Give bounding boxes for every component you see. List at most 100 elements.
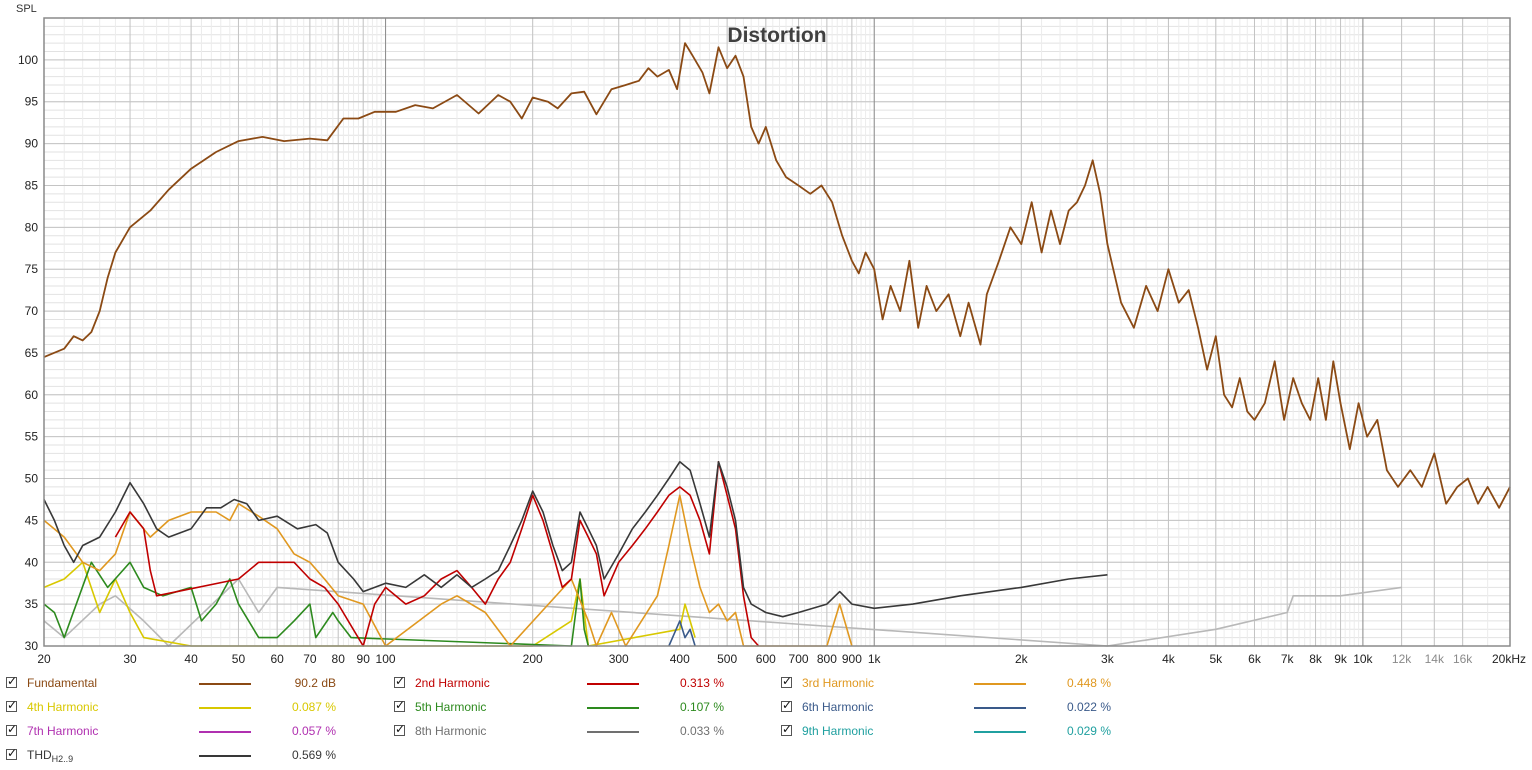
x-tick-label: 60 (270, 652, 284, 666)
legend-label: THDH2..9 (27, 748, 74, 764)
plot-border (43, 17, 1511, 647)
legend-label: 9th Harmonic (802, 724, 874, 738)
x-tick-label: 6k (1248, 652, 1262, 666)
legend-value: 0.313 % (679, 676, 724, 690)
x-tick-label: 500 (717, 652, 737, 666)
legend-swatch (587, 683, 639, 685)
legend-item: 4th Harmonic 0.087 % (6, 696, 346, 716)
legend-label: 8th Harmonic (415, 724, 487, 738)
legend-checkbox[interactable] (394, 674, 405, 688)
legend-item: THDH2..9 0.569 % (6, 744, 346, 764)
distortion-chart: 20 30 40 50 60 70 80 90 100 200 300 400 500 600 700 800… (16, 3, 1526, 666)
legend-label-subscript: H2..9 (51, 754, 74, 764)
y-tick-label: 30 (25, 639, 39, 653)
legend-swatch (587, 731, 639, 733)
series-line-5th-harmonic (43, 561, 590, 647)
x-tick-label: 600 (756, 652, 776, 666)
chart-title: Distortion (727, 24, 826, 47)
series-line-thd (43, 461, 1108, 618)
legend-checkbox[interactable] (6, 722, 17, 736)
y-tick-label: 50 (25, 472, 39, 486)
legend-label: Fundamental (27, 676, 98, 690)
x-tick-label: 200 (523, 652, 543, 666)
legend-swatch (199, 683, 251, 685)
legend-label: 3rd Harmonic (802, 676, 875, 690)
legend-value: 0.087 % (291, 700, 336, 714)
legend-swatch (974, 731, 1026, 733)
y-tick-label: 35 (25, 597, 39, 611)
x-tick-label: 12k (1392, 652, 1412, 666)
legend-value: 0.033 % (679, 724, 724, 738)
x-tick-label: 300 (609, 652, 629, 666)
legend-item: 6th Harmonic 0.022 % (781, 696, 1121, 716)
series-line-3rd-harmonic (43, 494, 853, 647)
legend-checkbox[interactable] (6, 674, 17, 688)
y-axis-label: SPL (16, 3, 37, 15)
legend-swatch (974, 683, 1026, 685)
legend: Fundamental 90.2 dB 2nd Harmonic 0.313 % 3rd… (0, 672, 1532, 770)
x-tick-label: 8k (1309, 652, 1323, 666)
x-tick-label: 90 (357, 652, 371, 666)
x-tick-label: 3k (1101, 652, 1115, 666)
legend-value: 0.057 % (291, 724, 336, 738)
legend-value: 0.029 % (1066, 724, 1111, 738)
legend-swatch (587, 707, 639, 709)
x-tick-label: 5k (1209, 652, 1223, 666)
y-tick-label: 75 (25, 262, 39, 276)
legend-item: 3rd Harmonic 0.448 % (781, 672, 1121, 692)
y-tick-label: 70 (25, 304, 39, 318)
legend-swatch (199, 755, 251, 757)
x-tick-label: 400 (670, 652, 690, 666)
series-line-6th-harmonic (668, 620, 696, 647)
y-tick-label: 65 (25, 346, 39, 360)
legend-swatch (199, 731, 251, 733)
series-line-fundamental (43, 42, 1511, 509)
y-tick-label: 80 (25, 220, 39, 234)
x-tick-label: 16k (1453, 652, 1473, 666)
plot-area (44, 18, 1510, 646)
x-tick-label: 1k (868, 652, 882, 666)
legend-checkbox[interactable] (394, 722, 405, 736)
x-tick-label: 50 (232, 652, 246, 666)
y-tick-label: 85 (25, 178, 39, 192)
legend-checkbox[interactable] (6, 698, 17, 712)
legend-value: 0.107 % (679, 700, 724, 714)
legend-item: 5th Harmonic 0.107 % (394, 696, 734, 716)
legend-label: 5th Harmonic (415, 700, 487, 714)
x-tick-label: 900 (842, 652, 862, 666)
legend-item: 8th Harmonic 0.033 % (394, 720, 734, 740)
y-tick-label: 55 (25, 430, 39, 444)
legend-label: 7th Harmonic (27, 724, 99, 738)
y-tick-labels: 30 35 40 45 50 55 60 65 70 75 80 85 90 95 100 (18, 53, 38, 653)
legend-checkbox[interactable] (394, 698, 405, 712)
x-tick-label: 80 (332, 652, 346, 666)
legend-value: 0.022 % (1066, 700, 1111, 714)
x-tick-label: 700 (789, 652, 809, 666)
y-tick-label: 95 (25, 95, 39, 109)
x-tick-label: 9k (1334, 652, 1348, 666)
legend-item: 9th Harmonic 0.029 % (781, 720, 1121, 740)
y-tick-label: 60 (25, 388, 39, 402)
legend-checkbox[interactable] (781, 698, 792, 712)
legend-label: 2nd Harmonic (415, 676, 490, 690)
x-tick-label: 10k (1353, 652, 1373, 666)
legend-value: 0.569 % (291, 748, 336, 762)
x-tick-label: 20kHz (1492, 652, 1526, 666)
legend-checkbox[interactable] (781, 674, 792, 688)
x-tick-label: 100 (376, 652, 396, 666)
legend-label: 6th Harmonic (802, 700, 874, 714)
y-tick-label: 90 (25, 137, 39, 151)
y-tick-label: 100 (18, 53, 38, 67)
x-tick-label: 2k (1015, 652, 1029, 666)
x-tick-labels: 20 30 40 50 60 70 80 90 100 200 300 400 500 600 700 800… (37, 652, 1526, 666)
legend-label: 4th Harmonic (27, 700, 99, 714)
legend-value: 90.2 dB (294, 676, 336, 690)
x-tick-label: 40 (184, 652, 198, 666)
series-line-2nd-harmonic (114, 461, 760, 647)
legend-swatch (974, 707, 1026, 709)
x-tick-label: 70 (303, 652, 317, 666)
x-tick-label: 800 (817, 652, 837, 666)
legend-swatch (199, 707, 251, 709)
legend-checkbox[interactable] (781, 722, 792, 736)
legend-checkbox[interactable] (6, 746, 17, 760)
